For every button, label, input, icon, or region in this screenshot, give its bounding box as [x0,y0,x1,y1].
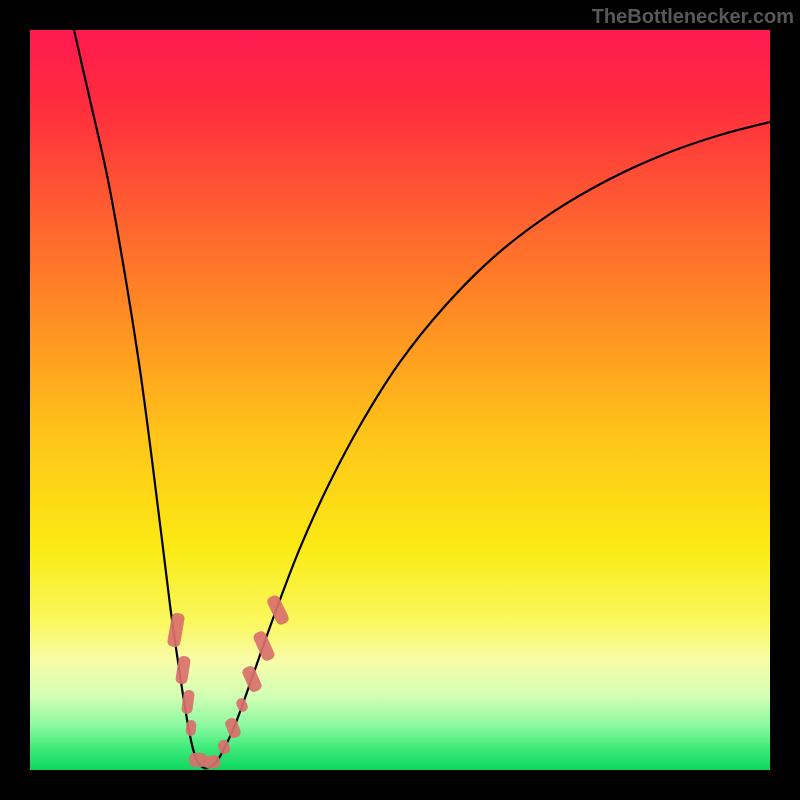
bottleneck-curve-plot [30,30,770,770]
chart-frame: TheBottlenecker.com [0,0,800,800]
gradient-background [30,30,770,770]
watermark-text: TheBottlenecker.com [592,6,794,29]
